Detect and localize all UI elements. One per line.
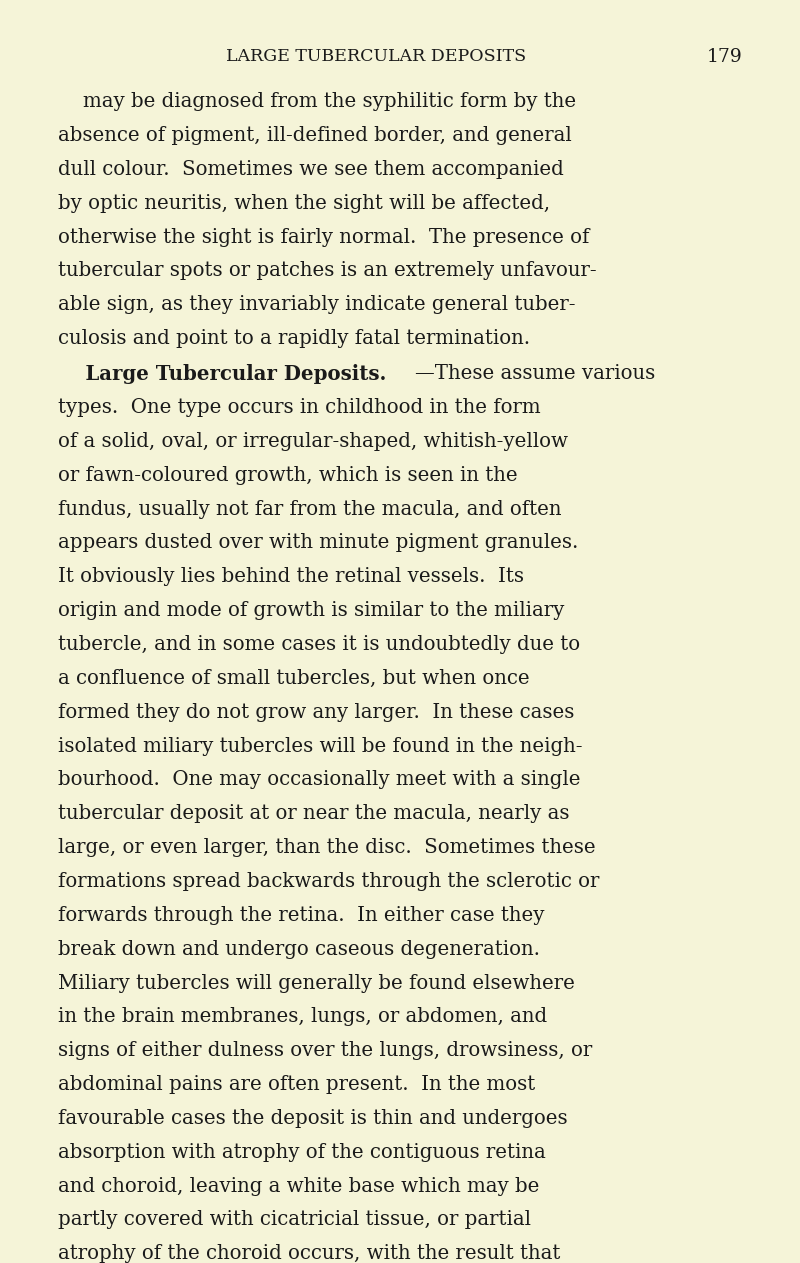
Text: large, or even larger, than the disc.  Sometimes these: large, or even larger, than the disc. So…	[58, 839, 595, 858]
Text: may be diagnosed from the syphilitic form by the: may be diagnosed from the syphilitic for…	[58, 92, 576, 111]
Text: by optic neuritis, when the sight will be affected,: by optic neuritis, when the sight will b…	[58, 193, 550, 212]
Text: It obviously lies behind the retinal vessels.  Its: It obviously lies behind the retinal ves…	[58, 567, 524, 586]
Text: favourable cases the deposit is thin and undergoes: favourable cases the deposit is thin and…	[58, 1109, 567, 1128]
Text: a confluence of small tubercles, but when once: a confluence of small tubercles, but whe…	[58, 669, 530, 688]
Text: absence of pigment, ill-defined border, and general: absence of pigment, ill-defined border, …	[58, 126, 571, 145]
Text: Large Tubercular Deposits.: Large Tubercular Deposits.	[58, 364, 386, 384]
Text: —These assume various: —These assume various	[415, 364, 655, 383]
Text: types.  One type occurs in childhood in the form: types. One type occurs in childhood in t…	[58, 398, 540, 417]
Text: otherwise the sight is fairly normal.  The presence of: otherwise the sight is fairly normal. Th…	[58, 227, 589, 246]
Text: able sign, as they invariably indicate general tuber-: able sign, as they invariably indicate g…	[58, 296, 575, 314]
Text: or fawn-coloured growth, which is seen in the: or fawn-coloured growth, which is seen i…	[58, 466, 518, 485]
Text: absorption with atrophy of the contiguous retina: absorption with atrophy of the contiguou…	[58, 1143, 546, 1162]
Text: of a solid, oval, or irregular-shaped, whitish-yellow: of a solid, oval, or irregular-shaped, w…	[58, 432, 568, 451]
Text: appears dusted over with minute pigment granules.: appears dusted over with minute pigment …	[58, 533, 578, 552]
Text: Miliary tubercles will generally be found elsewhere: Miliary tubercles will generally be foun…	[58, 974, 574, 993]
Text: tubercular spots or patches is an extremely unfavour-: tubercular spots or patches is an extrem…	[58, 261, 596, 280]
Text: formed they do not grow any larger.  In these cases: formed they do not grow any larger. In t…	[58, 702, 574, 721]
Text: formations spread backwards through the sclerotic or: formations spread backwards through the …	[58, 871, 599, 890]
Text: partly covered with cicatricial tissue, or partial: partly covered with cicatricial tissue, …	[58, 1210, 530, 1229]
Text: dull colour.  Sometimes we see them accompanied: dull colour. Sometimes we see them accom…	[58, 160, 563, 179]
Text: LARGE TUBERCULAR DEPOSITS: LARGE TUBERCULAR DEPOSITS	[226, 48, 526, 64]
Text: break down and undergo caseous degeneration.: break down and undergo caseous degenerat…	[58, 940, 539, 959]
Text: in the brain membranes, lungs, or abdomen, and: in the brain membranes, lungs, or abdome…	[58, 1008, 546, 1027]
Text: culosis and point to a rapidly fatal termination.: culosis and point to a rapidly fatal ter…	[58, 330, 530, 349]
Text: signs of either dulness over the lungs, drowsiness, or: signs of either dulness over the lungs, …	[58, 1041, 592, 1060]
Text: atrophy of the choroid occurs, with the result that: atrophy of the choroid occurs, with the …	[58, 1244, 560, 1263]
Text: fundus, usually not far from the macula, and often: fundus, usually not far from the macula,…	[58, 500, 561, 519]
Text: tubercular deposit at or near the macula, nearly as: tubercular deposit at or near the macula…	[58, 805, 569, 823]
Text: tubercle, and in some cases it is undoubtedly due to: tubercle, and in some cases it is undoub…	[58, 635, 580, 654]
Text: forwards through the retina.  In either case they: forwards through the retina. In either c…	[58, 906, 544, 925]
Text: and choroid, leaving a white base which may be: and choroid, leaving a white base which …	[58, 1177, 539, 1196]
Text: abdominal pains are often present.  In the most: abdominal pains are often present. In th…	[58, 1075, 535, 1094]
Text: isolated miliary tubercles will be found in the neigh-: isolated miliary tubercles will be found…	[58, 736, 582, 755]
Text: 179: 179	[706, 48, 742, 66]
Text: bourhood.  One may occasionally meet with a single: bourhood. One may occasionally meet with…	[58, 770, 580, 789]
Text: origin and mode of growth is similar to the miliary: origin and mode of growth is similar to …	[58, 601, 564, 620]
